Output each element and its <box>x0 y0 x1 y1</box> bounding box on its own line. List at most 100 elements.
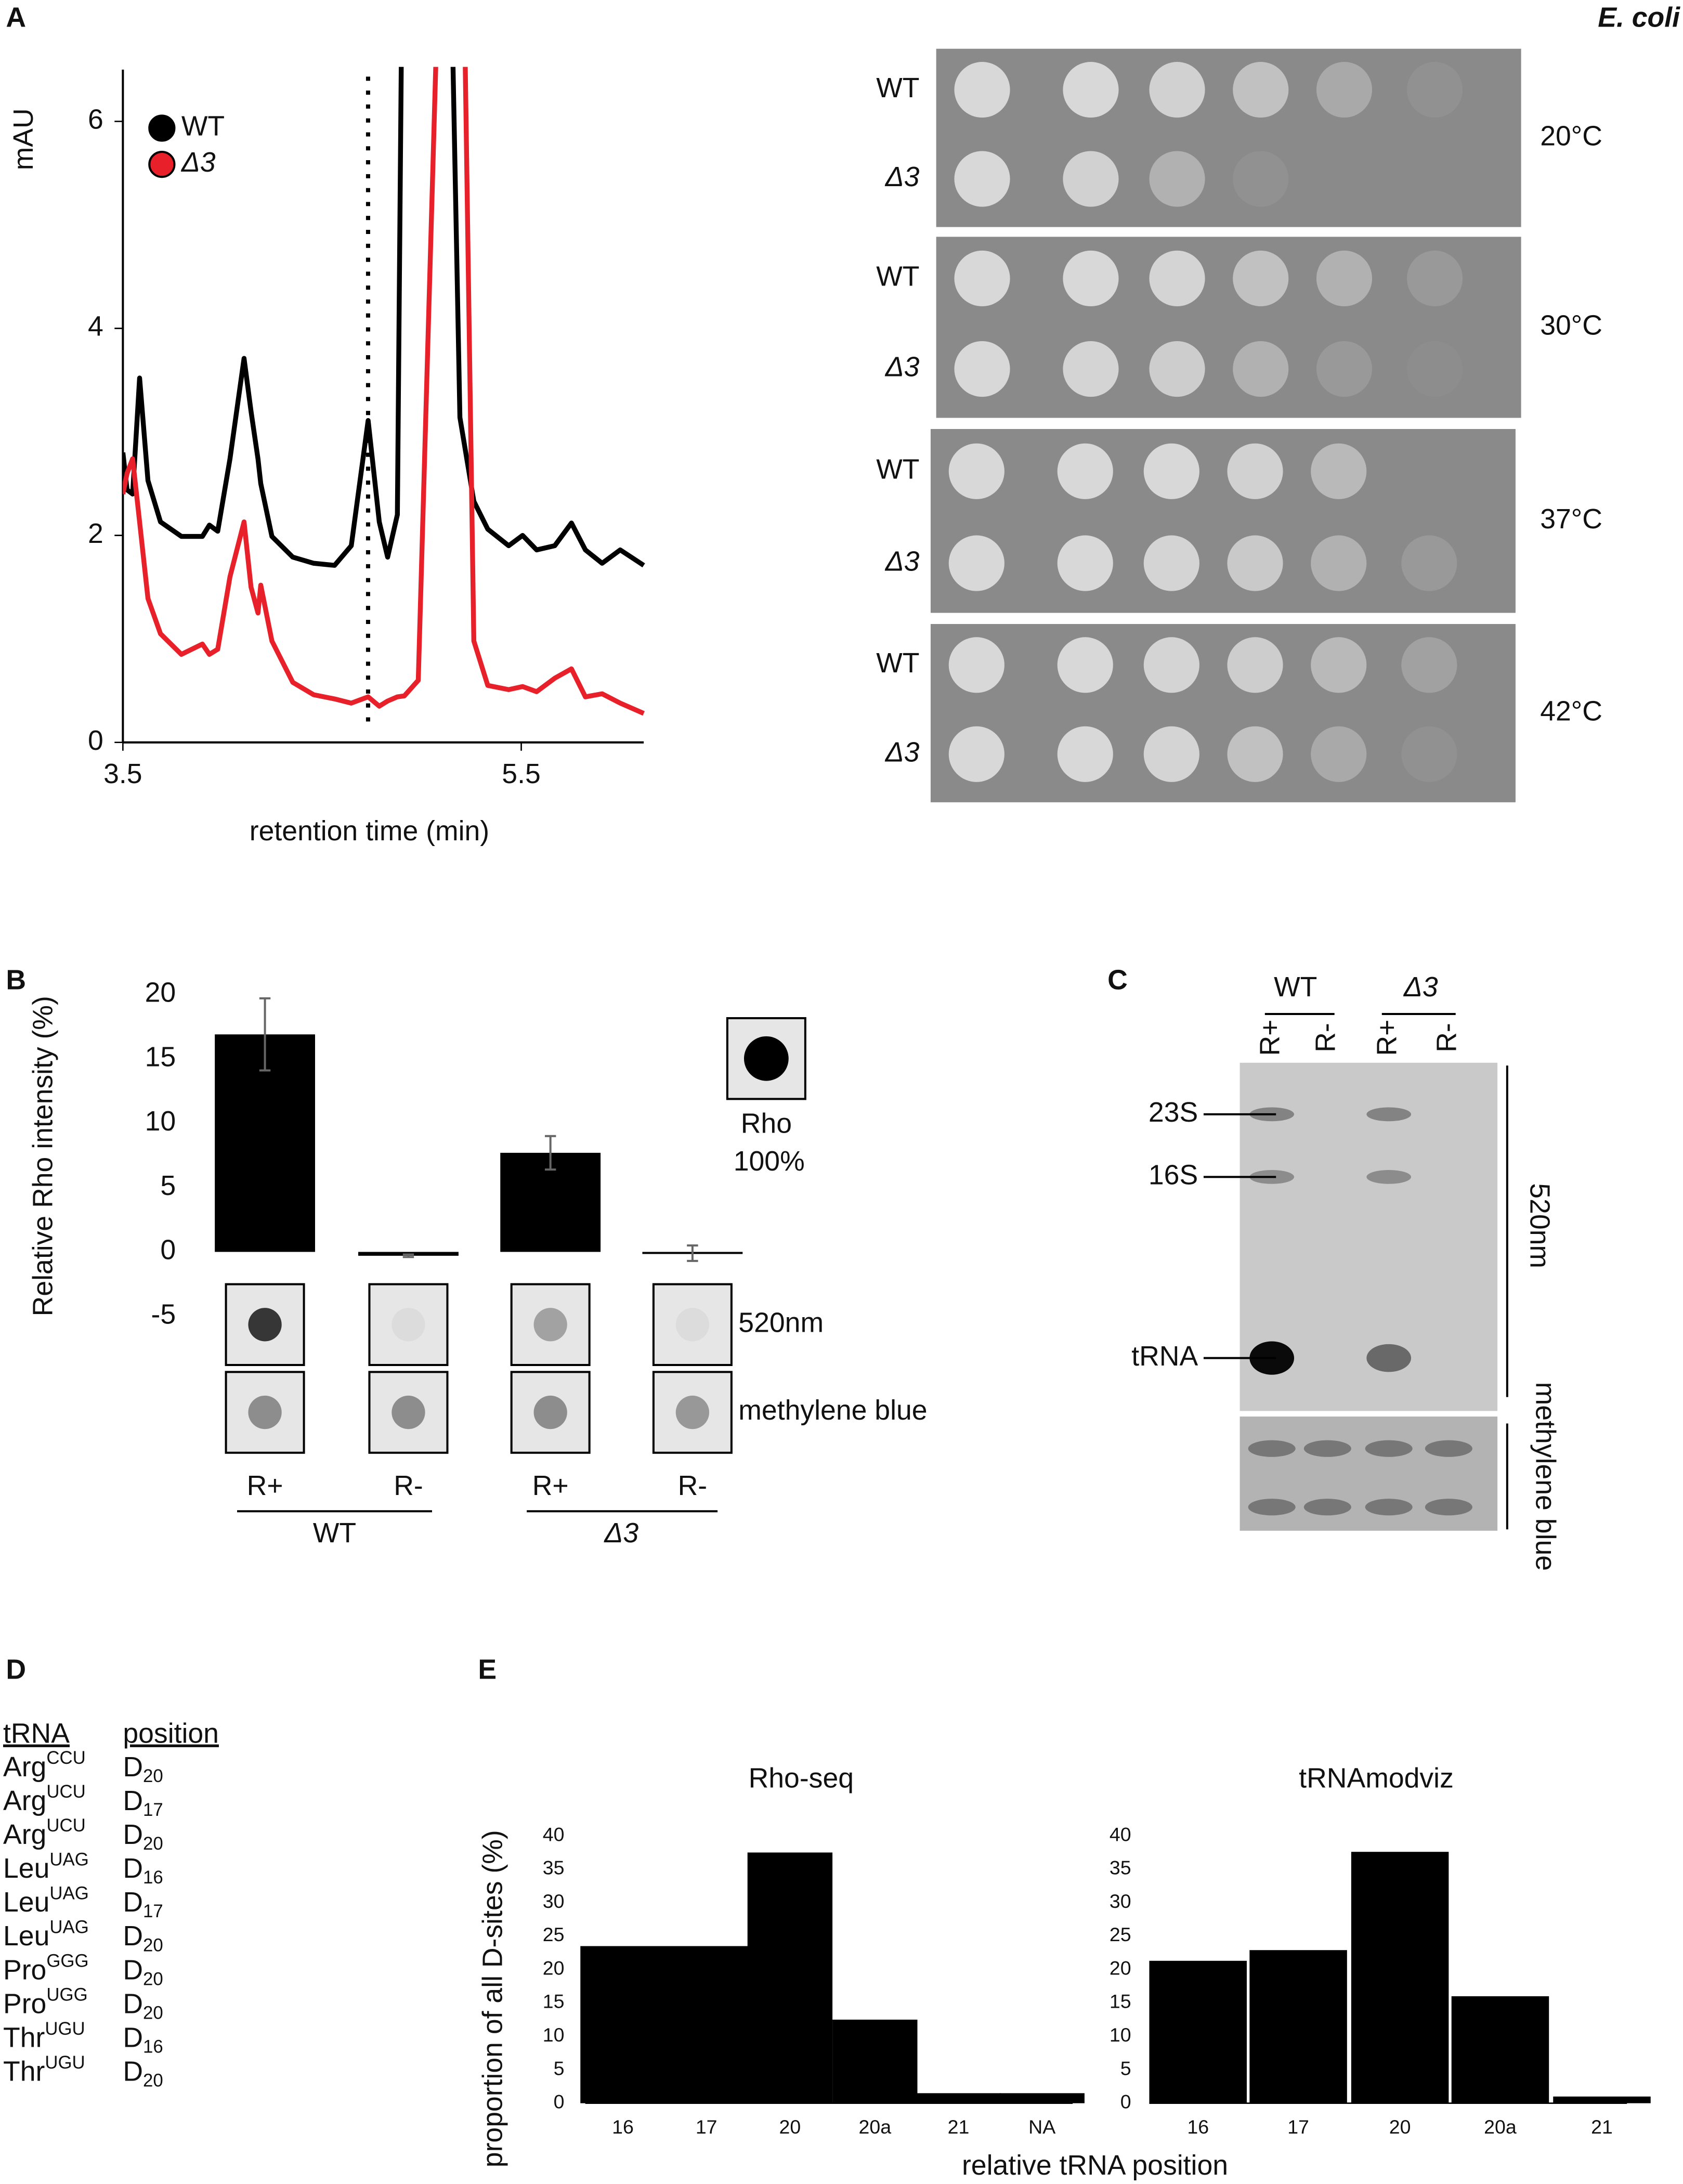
group-label: Δ3 <box>1403 972 1438 1003</box>
spot <box>1401 726 1457 782</box>
band-label: tRNA <box>1131 1341 1198 1372</box>
trna-name: ArgUCU <box>3 1815 86 1850</box>
row-label: Δ3 <box>884 352 920 383</box>
spot <box>1057 535 1113 591</box>
position: 16 <box>143 1867 163 1888</box>
blot-dot <box>248 1308 282 1342</box>
amino-acid: Arg <box>3 1752 46 1783</box>
temperature-label: 20°C <box>1540 121 1602 151</box>
x-tick-label: 3.5 <box>103 759 142 789</box>
bar <box>1451 1996 1549 2103</box>
blot-dot <box>533 1395 567 1429</box>
position: 20 <box>143 1766 163 1786</box>
d-position: D16 <box>123 2023 163 2057</box>
x-tick-label: 17 <box>1287 2116 1309 2138</box>
legend-marker <box>148 114 176 142</box>
blue-band <box>1303 1499 1351 1516</box>
site: D <box>123 1955 143 1985</box>
plate <box>936 48 1521 227</box>
x-tick-label: 16 <box>612 2116 634 2138</box>
category-label: R+ <box>532 1471 569 1501</box>
spot <box>954 62 1010 118</box>
blot-dot <box>392 1395 425 1429</box>
y-tick-label: 15 <box>543 1991 565 2012</box>
blue-band <box>1248 1440 1296 1457</box>
anticodon: UAG <box>49 1850 88 1870</box>
spot <box>948 637 1004 693</box>
spot <box>1233 151 1289 207</box>
amino-acid: Arg <box>3 1819 46 1850</box>
band-label: 16S <box>1149 1160 1198 1191</box>
row-label: Δ3 <box>884 737 920 768</box>
spot <box>1316 62 1373 118</box>
legend-label: Δ3 <box>180 147 216 178</box>
site: D <box>123 1819 143 1850</box>
y-tick-label: 10 <box>543 2024 565 2046</box>
blot-dot <box>533 1308 567 1342</box>
x-tick-label: 20 <box>779 2116 801 2138</box>
spot <box>1143 535 1199 591</box>
anticodon: UCU <box>46 1815 85 1836</box>
position: 20 <box>143 2003 163 2023</box>
spot <box>1401 637 1457 693</box>
lane-label: R- <box>1310 1023 1341 1052</box>
y-tick-label: 0 <box>1120 2091 1131 2113</box>
y-tick-label: 30 <box>1110 1890 1131 1912</box>
legend-label: WT <box>181 111 225 142</box>
spot <box>1227 726 1283 782</box>
bar <box>663 1946 749 2103</box>
reference-dot <box>744 1036 789 1081</box>
site: D <box>123 1887 143 1918</box>
group-label: WT <box>1274 972 1317 1003</box>
lane-label: R- <box>1432 1023 1463 1052</box>
temperature-label: 37°C <box>1540 504 1602 535</box>
spot <box>1233 341 1289 397</box>
position: 20 <box>143 1935 163 1956</box>
blue-band <box>1425 1499 1472 1516</box>
spot <box>1063 341 1119 397</box>
band <box>1366 1107 1412 1122</box>
spot <box>1063 151 1119 207</box>
blot-row-label: methylene blue <box>738 1395 927 1426</box>
spot <box>1233 250 1289 307</box>
spot <box>1311 443 1367 499</box>
trna-name: ProGGG <box>3 1951 89 1986</box>
bar <box>1351 1852 1449 2103</box>
y-tick-label: 35 <box>1110 1857 1131 1879</box>
bar <box>1149 1960 1247 2103</box>
spot <box>1316 250 1373 307</box>
anticodon: UAG <box>49 1883 88 1904</box>
blot-dot <box>675 1395 710 1429</box>
plate <box>930 624 1516 802</box>
bar <box>747 1852 833 2103</box>
y-tick-label: 20 <box>1110 1957 1131 1979</box>
band <box>1249 1107 1295 1122</box>
trna-name: ArgUCU <box>3 1782 86 1816</box>
site: D <box>123 1786 143 1816</box>
stain-label: methylene blue <box>1530 1382 1560 1571</box>
blot-dot <box>248 1395 282 1429</box>
anticodon: CCU <box>46 1748 85 1768</box>
blue-band <box>1303 1440 1351 1457</box>
position: 17 <box>143 1800 163 1820</box>
table-header: position <box>123 1719 219 1749</box>
anticodon: GGG <box>46 1951 88 1971</box>
blue-band <box>1425 1440 1472 1457</box>
band <box>1366 1344 1412 1372</box>
lane-label: R+ <box>1255 1020 1285 1056</box>
y-tick-label: 0 <box>160 1235 176 1266</box>
spot <box>948 443 1004 499</box>
anticodon: UGU <box>45 2052 85 2073</box>
site: D <box>123 2057 143 2087</box>
x-tick-label: 21 <box>948 2116 970 2138</box>
error-bar <box>544 1135 556 1171</box>
spot <box>948 535 1004 591</box>
y-tick-label: 5 <box>1120 2057 1131 2079</box>
blot-row-label: 520nm <box>738 1307 824 1338</box>
panel-label: E <box>478 1654 497 1685</box>
spot <box>1149 341 1205 397</box>
chart-title: tRNAmodviz <box>1299 1763 1454 1793</box>
chart-title: Rho-seq <box>749 1763 854 1793</box>
spot <box>1143 637 1199 693</box>
